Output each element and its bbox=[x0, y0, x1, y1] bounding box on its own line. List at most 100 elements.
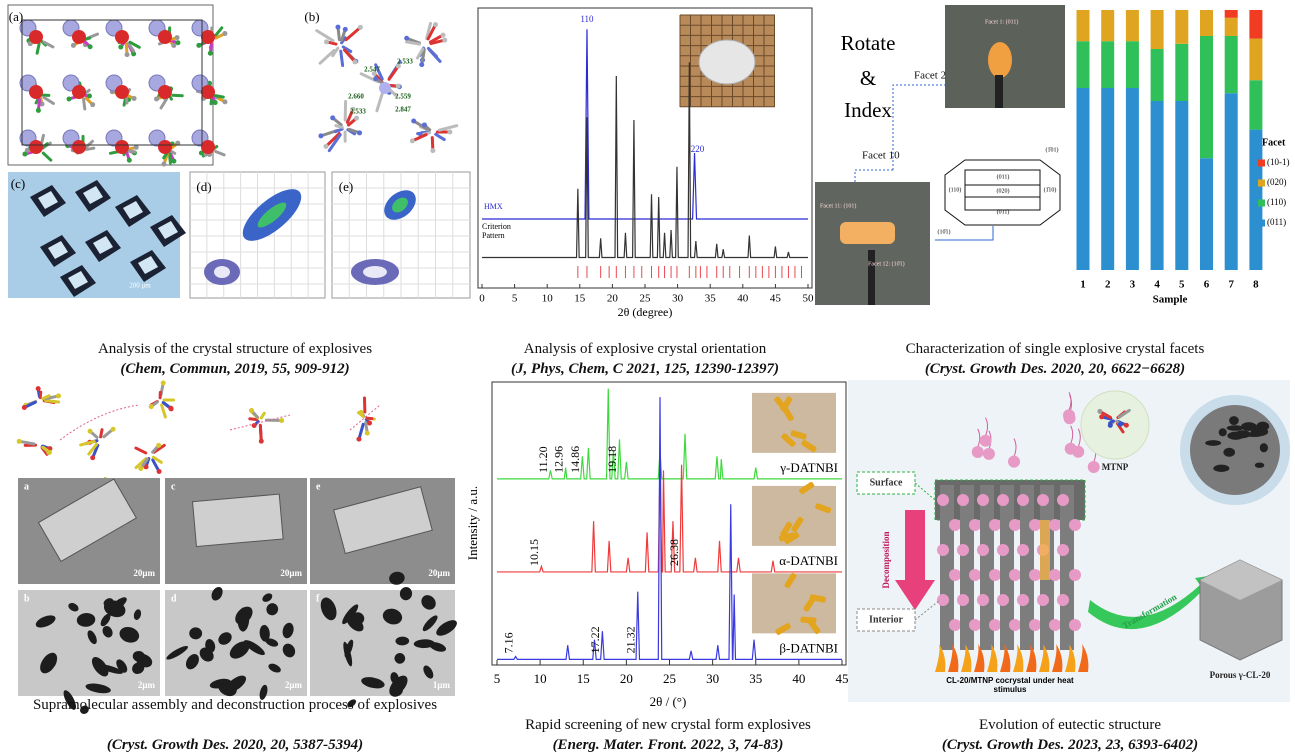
atom bbox=[88, 429, 93, 434]
atom bbox=[29, 30, 43, 44]
molecule-head bbox=[997, 494, 1009, 506]
atom bbox=[335, 25, 340, 30]
atom bbox=[440, 33, 445, 38]
panel-label: (c) bbox=[11, 176, 25, 191]
atom bbox=[208, 51, 213, 56]
bond bbox=[216, 151, 225, 154]
atom bbox=[111, 427, 116, 432]
atom bbox=[71, 43, 76, 48]
diagram-label: Interior bbox=[869, 614, 903, 625]
molecule-head bbox=[977, 544, 989, 556]
scale-label: 2μm bbox=[285, 680, 303, 690]
molecule-head bbox=[989, 519, 1001, 531]
bar-segment bbox=[1175, 101, 1188, 270]
molecule-head bbox=[1017, 544, 1029, 556]
scale-label: 20μm bbox=[280, 568, 302, 578]
bond bbox=[211, 98, 212, 104]
face-label: (011) bbox=[997, 173, 1010, 180]
molecule-head bbox=[1072, 446, 1084, 458]
series-label: Criterion Pattern bbox=[482, 222, 524, 240]
atom bbox=[90, 102, 95, 107]
surface bbox=[214, 266, 230, 278]
atom bbox=[411, 118, 416, 123]
pore bbox=[1219, 428, 1227, 436]
series-label: β-DATNBI bbox=[779, 640, 838, 655]
atom bbox=[373, 76, 378, 81]
connector bbox=[855, 170, 893, 182]
pore bbox=[1251, 428, 1268, 437]
sem-crystal bbox=[193, 494, 284, 546]
face-label: (1̄10) bbox=[1044, 186, 1057, 193]
bond bbox=[162, 405, 166, 417]
bar-segment bbox=[1175, 44, 1188, 101]
caption: Rapid screening of new crystal form expl… bbox=[488, 716, 848, 734]
legend-swatch bbox=[1258, 200, 1265, 207]
atom bbox=[132, 96, 137, 101]
atom bbox=[358, 25, 363, 30]
atom bbox=[17, 439, 22, 444]
x-axis-label: Sample bbox=[1153, 294, 1188, 306]
x-tick-label: 10 bbox=[542, 293, 554, 305]
molecule-head bbox=[1029, 619, 1041, 631]
atom bbox=[36, 108, 41, 113]
x-tick-label: 15 bbox=[577, 671, 590, 686]
atom bbox=[29, 85, 43, 99]
bar-segment bbox=[1225, 10, 1238, 18]
bar-segment bbox=[1200, 36, 1213, 158]
heading: Index bbox=[844, 98, 892, 122]
inset-photo bbox=[752, 573, 836, 633]
atom bbox=[419, 62, 424, 67]
bond bbox=[1110, 421, 1114, 423]
bond bbox=[341, 51, 343, 65]
bar-segment bbox=[1101, 41, 1114, 88]
bar-segment bbox=[1101, 88, 1114, 270]
legend-label: (110) bbox=[1267, 197, 1286, 207]
atom bbox=[25, 148, 30, 153]
diagram-label: Surface bbox=[870, 477, 903, 488]
peak-label: 26.38 bbox=[667, 539, 681, 566]
legend-label: (10-1) bbox=[1267, 157, 1290, 167]
atom bbox=[115, 140, 129, 154]
atom bbox=[379, 82, 391, 94]
molecule-head bbox=[997, 544, 1009, 556]
atom bbox=[222, 31, 227, 36]
bar-segment bbox=[1225, 93, 1238, 270]
pore bbox=[1235, 430, 1251, 438]
bond bbox=[86, 148, 94, 149]
pore bbox=[1255, 462, 1264, 467]
bond bbox=[336, 126, 342, 128]
bond bbox=[377, 93, 383, 111]
molecule-head bbox=[949, 519, 961, 531]
legend-label: (020) bbox=[1267, 177, 1287, 187]
diagram-label: CL-20/MTNP cocrystal under heat stimulus bbox=[930, 676, 1090, 694]
atom bbox=[168, 406, 173, 411]
x-tick-label: 30 bbox=[672, 293, 684, 305]
bond bbox=[169, 154, 170, 163]
distance-label: 2.547 bbox=[364, 66, 380, 74]
atom bbox=[1097, 409, 1102, 414]
atom bbox=[324, 39, 329, 44]
scale-label: 200 μm bbox=[129, 282, 151, 290]
arrow-up bbox=[1040, 520, 1050, 580]
bond bbox=[40, 392, 41, 397]
molecule-head bbox=[1069, 519, 1081, 531]
heading: Rotate bbox=[841, 31, 896, 55]
molecule-head bbox=[1057, 494, 1069, 506]
atom bbox=[1118, 422, 1123, 427]
atom bbox=[158, 30, 172, 44]
x-tick-label: 0 bbox=[479, 293, 485, 305]
x-tick-label: 8 bbox=[1253, 279, 1259, 291]
atom bbox=[201, 140, 215, 154]
atom bbox=[56, 393, 61, 398]
series-label: γ-DATNBI bbox=[779, 460, 838, 475]
molecule-head bbox=[1008, 456, 1020, 468]
molecule-head bbox=[1057, 544, 1069, 556]
molecule-head bbox=[1049, 519, 1061, 531]
series-label: α-DATNBI bbox=[779, 553, 838, 568]
panel-label: (d) bbox=[196, 179, 211, 194]
atom bbox=[396, 84, 401, 89]
image-label: a bbox=[24, 481, 29, 492]
caption: Evolution of eutectic structure bbox=[860, 716, 1280, 734]
x-tick-label: 20 bbox=[620, 671, 633, 686]
atom bbox=[430, 148, 435, 153]
